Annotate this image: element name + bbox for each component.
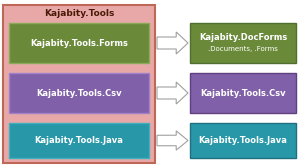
FancyBboxPatch shape — [3, 5, 155, 163]
Text: Kajabity.DocForms: Kajabity.DocForms — [199, 32, 287, 41]
Text: Kajabity.Tools.Csv: Kajabity.Tools.Csv — [36, 89, 122, 97]
Text: Kajabity.Tools.Java: Kajabity.Tools.Java — [199, 136, 287, 145]
Polygon shape — [157, 131, 188, 150]
Polygon shape — [157, 82, 188, 104]
FancyBboxPatch shape — [190, 23, 296, 63]
FancyBboxPatch shape — [9, 73, 149, 113]
FancyBboxPatch shape — [190, 123, 296, 158]
Text: Kajabity.Tools.Java: Kajabity.Tools.Java — [34, 136, 123, 145]
Text: .Documents, .Forms: .Documents, .Forms — [208, 46, 278, 52]
Text: Kajabity.Tools: Kajabity.Tools — [44, 9, 114, 17]
Text: Kajabity.Tools.Forms: Kajabity.Tools.Forms — [30, 38, 128, 48]
Text: Kajabity.Tools.Csv: Kajabity.Tools.Csv — [200, 89, 286, 97]
FancyBboxPatch shape — [9, 23, 149, 63]
FancyBboxPatch shape — [190, 73, 296, 113]
Polygon shape — [157, 32, 188, 54]
FancyBboxPatch shape — [9, 123, 149, 158]
